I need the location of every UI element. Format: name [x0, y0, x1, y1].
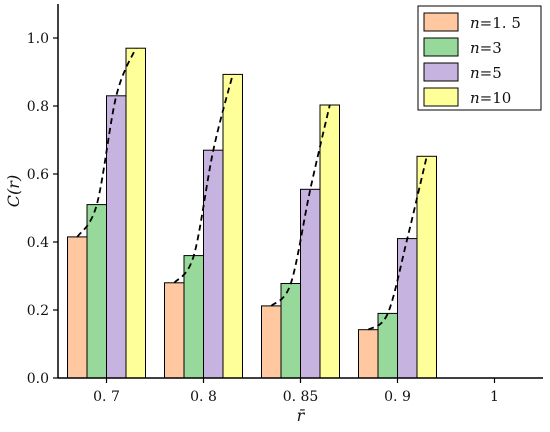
- y-tick-label-3: 0.6: [27, 167, 49, 183]
- legend-label-0: n=1. 5: [470, 14, 521, 32]
- bar-n15-3: [358, 329, 379, 379]
- bar-n5-3: [397, 238, 418, 379]
- bar-n5-1: [203, 149, 224, 379]
- bar-n3-1: [183, 255, 204, 379]
- x-tick-label-0: 0. 7: [93, 389, 120, 405]
- legend-label-2: n=5: [470, 64, 502, 82]
- x-tick-label-3: 0. 9: [384, 389, 411, 405]
- bar-n3-0: [86, 204, 107, 379]
- y-tick-label-5: 1.0: [27, 31, 49, 47]
- bar-n15-2: [261, 305, 282, 379]
- trend-curve-2: [270, 104, 331, 307]
- legend-swatch-0: [423, 12, 459, 32]
- plot-area: 0.0 0.2 0.4 0.6 0.8 1.0 0. 7 0. 8 0. 85 0. 9 1 C(r)…: [4, 4, 543, 425]
- x-axis-title: r̄: [297, 406, 306, 425]
- y-axis-title: C(r): [4, 175, 23, 207]
- legend-swatch-3: [423, 87, 459, 107]
- bar-n15-0: [67, 236, 88, 379]
- bar-n10-0: [125, 47, 146, 379]
- bar-n5-2: [300, 188, 321, 379]
- y-tick-label-2: 0.4: [27, 235, 49, 251]
- trend-curve-1: [173, 74, 234, 284]
- legend-label-1: n=3: [470, 39, 502, 57]
- y-tick-label-0: 0.0: [27, 371, 49, 387]
- x-tick-label-4: 1: [490, 389, 499, 405]
- bar-n10-2: [319, 104, 340, 379]
- y-tick-label-1: 0.2: [27, 303, 49, 319]
- legend-swatch-2: [423, 62, 459, 82]
- trend-curve-0: [76, 47, 137, 238]
- legend: n=1. 5 n=3 n=5 n=10: [417, 5, 542, 111]
- legend-swatch-1: [423, 37, 459, 57]
- trend-curve-3: [367, 156, 428, 331]
- x-tick-label-2: 0. 85: [283, 389, 319, 405]
- bar-n10-1: [222, 73, 243, 379]
- legend-label-3: n=10: [470, 89, 511, 107]
- bar-n15-1: [164, 282, 185, 379]
- y-tick-label-4: 0.8: [27, 99, 49, 115]
- bar-n10-3: [416, 155, 437, 379]
- x-tick-label-1: 0. 8: [190, 389, 217, 405]
